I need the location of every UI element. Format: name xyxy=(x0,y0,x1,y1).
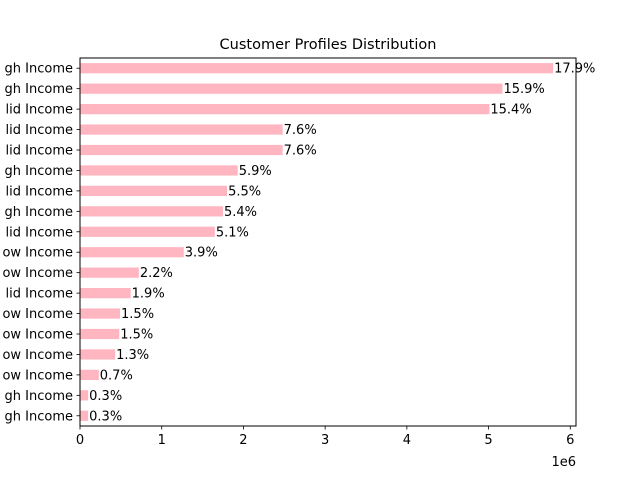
bar xyxy=(80,308,121,319)
x-tick-label: 2 xyxy=(239,433,247,448)
x-offset-label: 1e6 xyxy=(551,455,576,470)
x-axis: 0 1 2 3 4 5 6 xyxy=(76,426,574,448)
x-tick-label: 4 xyxy=(403,433,411,448)
data-label: 1.9% xyxy=(132,287,165,302)
y-tick-labels: gh Income gh Income lid Income lid Income li… xyxy=(2,62,80,424)
bar xyxy=(80,247,184,258)
y-tick-label: ow Income xyxy=(2,307,73,322)
data-label: 0.3% xyxy=(89,409,122,424)
y-tick-label: gh Income xyxy=(5,164,73,179)
data-label: 0.7% xyxy=(100,368,133,383)
data-label: 5.1% xyxy=(216,225,249,240)
y-tick-label: lid Income xyxy=(6,184,73,199)
x-tick-label: 1 xyxy=(158,433,166,448)
y-tick-label: ow Income xyxy=(2,368,73,383)
y-tick-label: gh Income xyxy=(5,62,73,77)
bar xyxy=(80,226,215,237)
data-label: 5.4% xyxy=(224,205,257,220)
data-label: 1.3% xyxy=(116,348,149,363)
y-tick-label: lid Income xyxy=(6,225,73,240)
data-label: 17.9% xyxy=(554,62,595,77)
bar xyxy=(80,104,490,115)
x-tick-label: 3 xyxy=(321,433,329,448)
bar xyxy=(80,124,283,135)
y-tick-label: gh Income xyxy=(5,389,73,404)
chart-title: Customer Profiles Distribution xyxy=(220,37,437,53)
bar xyxy=(80,165,238,176)
bar xyxy=(80,83,503,94)
y-tick-label: gh Income xyxy=(5,82,73,97)
bar xyxy=(80,390,89,401)
y-tick-label: lid Income xyxy=(6,123,73,138)
data-label: 5.5% xyxy=(228,184,261,199)
data-label: 0.3% xyxy=(89,389,122,404)
x-tick-label: 6 xyxy=(566,433,574,448)
bar xyxy=(80,288,131,299)
data-label: 7.6% xyxy=(284,144,317,159)
bar xyxy=(80,349,116,360)
bar xyxy=(80,144,283,156)
data-label: 2.2% xyxy=(140,266,173,281)
bar xyxy=(80,206,223,217)
y-tick-label: ow Income xyxy=(2,328,73,343)
bar xyxy=(80,63,554,74)
y-tick-label: lid Income xyxy=(6,144,73,159)
data-label: 1.5% xyxy=(121,307,154,322)
y-tick-label: ow Income xyxy=(2,348,73,363)
y-tick-label: ow Income xyxy=(2,266,73,281)
y-tick-label: gh Income xyxy=(5,205,73,220)
x-tick-label: 0 xyxy=(76,433,84,448)
plot-frame xyxy=(79,57,577,427)
bars-group xyxy=(80,63,554,421)
bar xyxy=(80,410,89,421)
x-tick-label: 5 xyxy=(484,433,492,448)
bar xyxy=(80,267,139,278)
data-label: 15.9% xyxy=(503,82,544,97)
y-tick-label: lid Income xyxy=(6,287,73,302)
data-labels: 17.9% 15.9% 15.4% 7.6% 7.6% 5.9% 5.5% 5.4% 5.1% 3… xyxy=(89,62,595,425)
y-tick-label: gh Income xyxy=(5,409,73,424)
data-label: 15.4% xyxy=(490,103,531,118)
data-label: 5.9% xyxy=(239,164,272,179)
bar xyxy=(80,185,228,196)
data-label: 1.5% xyxy=(120,328,153,343)
data-label: 3.9% xyxy=(185,246,218,261)
bar xyxy=(80,328,120,340)
y-tick-label: lid Income xyxy=(6,103,73,118)
data-label: 7.6% xyxy=(284,123,317,138)
bar xyxy=(80,369,99,380)
y-tick-label: ow Income xyxy=(2,246,73,261)
